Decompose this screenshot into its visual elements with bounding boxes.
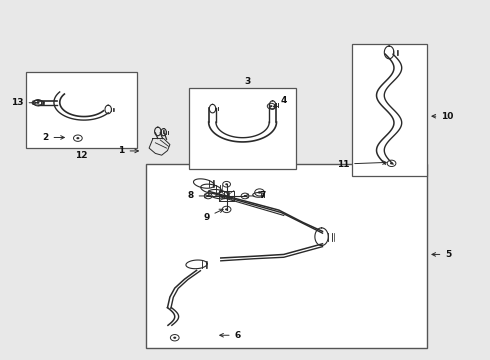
Bar: [189, 88, 296, 169]
Circle shape: [36, 102, 40, 104]
Text: 1: 1: [119, 147, 139, 156]
Text: 9: 9: [203, 209, 223, 222]
Bar: [146, 164, 427, 348]
Bar: [26, 72, 138, 148]
Circle shape: [270, 105, 272, 107]
Circle shape: [225, 208, 228, 211]
Bar: [352, 44, 427, 176]
Text: 7: 7: [245, 192, 266, 201]
Circle shape: [173, 337, 176, 339]
Circle shape: [390, 162, 393, 165]
Circle shape: [244, 195, 246, 197]
Text: 10: 10: [432, 112, 454, 121]
Bar: [146, 164, 427, 348]
Bar: [189, 88, 296, 169]
Circle shape: [258, 191, 261, 194]
Text: 13: 13: [11, 98, 37, 107]
Text: 3: 3: [245, 77, 250, 86]
Text: 12: 12: [75, 152, 88, 161]
Text: 11: 11: [337, 159, 386, 168]
Text: 5: 5: [432, 250, 452, 259]
Circle shape: [76, 137, 79, 139]
Circle shape: [207, 195, 210, 197]
Text: 8: 8: [187, 192, 208, 201]
Text: 6: 6: [220, 331, 241, 340]
Text: 4: 4: [273, 96, 287, 107]
Circle shape: [225, 183, 228, 185]
Text: 2: 2: [42, 133, 64, 142]
Bar: [352, 44, 427, 176]
Bar: [26, 72, 138, 148]
